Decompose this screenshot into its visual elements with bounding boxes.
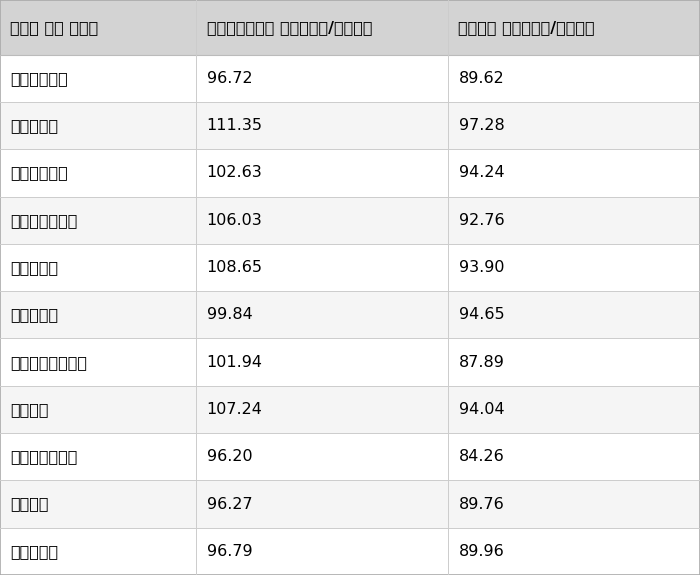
Bar — [0, 291, 196, 339]
Text: 94.24: 94.24 — [458, 166, 504, 181]
Text: पेट्रोल रुपये/लीटर: पेट्रोल रुपये/लीटर — [206, 20, 372, 35]
Bar — [0, 244, 196, 291]
Text: 101.94: 101.94 — [206, 355, 262, 370]
Bar — [448, 291, 700, 339]
Bar — [448, 197, 700, 244]
Text: 89.62: 89.62 — [458, 71, 504, 86]
Bar — [0, 197, 196, 244]
Bar — [196, 197, 448, 244]
Bar — [196, 339, 448, 386]
Bar — [448, 55, 700, 102]
Text: दिल्ली: दिल्ली — [10, 71, 69, 86]
Bar — [196, 102, 448, 150]
Text: 84.26: 84.26 — [458, 449, 504, 464]
Bar — [448, 244, 700, 291]
Bar — [0, 386, 196, 433]
Bar — [0, 150, 196, 197]
Bar — [196, 528, 448, 575]
Text: 96.20: 96.20 — [206, 449, 252, 464]
Text: 92.76: 92.76 — [458, 213, 504, 228]
Bar — [196, 150, 448, 197]
Text: 106.03: 106.03 — [206, 213, 262, 228]
Bar — [0, 480, 196, 528]
Text: 93.90: 93.90 — [458, 260, 504, 275]
Bar — [448, 386, 700, 433]
Text: रांची: रांची — [10, 307, 59, 323]
Text: 111.35: 111.35 — [206, 118, 262, 133]
Bar — [0, 528, 196, 575]
Bar — [448, 480, 700, 528]
Text: 99.84: 99.84 — [206, 307, 252, 323]
Bar — [196, 244, 448, 291]
Text: मुंबई: मुंबई — [10, 118, 59, 133]
Bar — [448, 339, 700, 386]
Bar — [448, 433, 700, 480]
Text: 89.76: 89.76 — [458, 497, 504, 512]
Bar — [196, 291, 448, 339]
Bar — [448, 150, 700, 197]
Text: 87.89: 87.89 — [458, 355, 505, 370]
Text: शहर का नाम: शहर का नाम — [10, 20, 99, 35]
Bar — [0, 102, 196, 150]
Bar — [448, 102, 700, 150]
Bar — [196, 386, 448, 433]
Text: कोलकाता: कोलकाता — [10, 213, 78, 228]
Text: 96.79: 96.79 — [206, 544, 252, 559]
Bar — [0, 55, 196, 102]
Bar — [196, 55, 448, 102]
Text: 96.72: 96.72 — [206, 71, 252, 86]
Bar — [448, 0, 700, 55]
Text: बेंगलुरु: बेंगलुरु — [10, 355, 88, 370]
Text: 97.28: 97.28 — [458, 118, 504, 133]
Bar — [448, 528, 700, 575]
Text: चंडीगढ़: चंडीगढ़ — [10, 449, 78, 464]
Text: 94.04: 94.04 — [458, 402, 504, 417]
Text: नोएडा: नोएडा — [10, 544, 59, 559]
Text: डीजल रुपये/लीटर: डीजल रुपये/लीटर — [458, 20, 595, 35]
Text: भोपाल: भोपाल — [10, 260, 59, 275]
Text: लखनऊ: लखनऊ — [10, 497, 49, 512]
Text: 102.63: 102.63 — [206, 166, 262, 181]
Bar — [0, 433, 196, 480]
Bar — [196, 433, 448, 480]
Text: 107.24: 107.24 — [206, 402, 262, 417]
Text: 96.27: 96.27 — [206, 497, 252, 512]
Bar — [196, 480, 448, 528]
Bar — [0, 339, 196, 386]
Text: 94.65: 94.65 — [458, 307, 504, 323]
Bar — [0, 0, 196, 55]
Text: चेन्नै: चेन्नै — [10, 166, 69, 181]
Bar — [196, 0, 448, 55]
Text: 89.96: 89.96 — [458, 544, 504, 559]
Text: 108.65: 108.65 — [206, 260, 262, 275]
Text: पटना: पटना — [10, 402, 49, 417]
